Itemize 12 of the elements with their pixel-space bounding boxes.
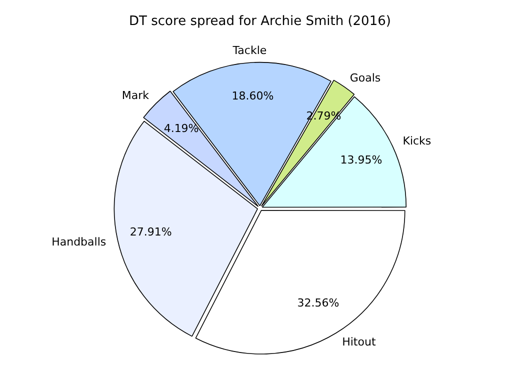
data-label: 4.19%	[164, 122, 199, 135]
data-label: 13.95%	[340, 154, 382, 167]
slice-label: Goals	[350, 72, 381, 85]
data-label: 18.60%	[232, 90, 274, 103]
chart-title: DT score spread for Archie Smith (2016)	[129, 14, 391, 30]
data-label: 32.56%	[297, 296, 340, 310]
data-label: 27.91%	[130, 225, 172, 238]
slice-label: Kicks	[402, 134, 432, 148]
slice-label: Handballs	[52, 235, 106, 248]
slice-label: Tackle	[232, 44, 267, 57]
slice-label: Mark	[122, 89, 150, 102]
slice-label: Hitout	[342, 336, 376, 349]
